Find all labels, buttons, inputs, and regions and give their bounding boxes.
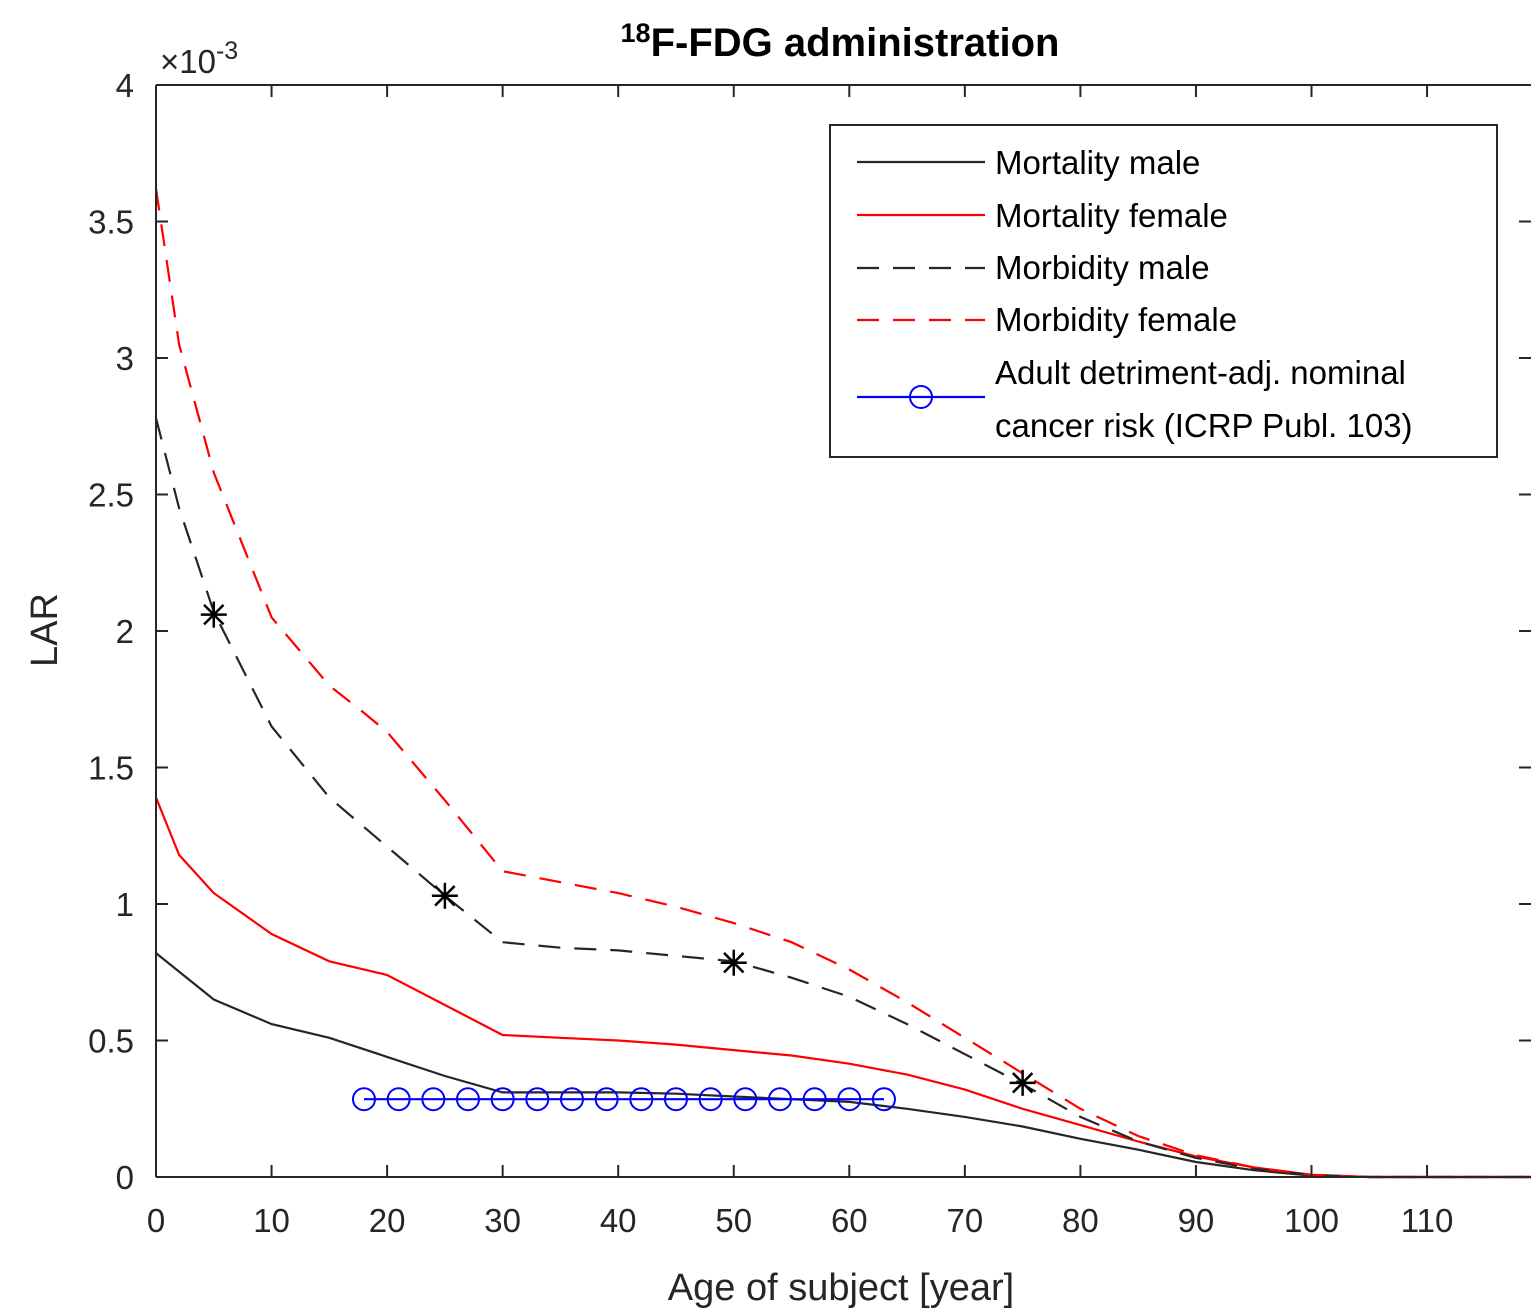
title-superscript: 18 [621, 18, 651, 48]
star-stroke-3 [1011, 1072, 1034, 1094]
series-line-0 [155, 952, 1531, 1179]
x-tick-label: 100 [1284, 1202, 1339, 1239]
star-marker [1009, 1069, 1036, 1096]
legend-label-icrp-line1: Adult detriment-adj. nominal [995, 354, 1406, 391]
x-tick-label: 70 [946, 1202, 983, 1239]
marker-point-14 [837, 1087, 862, 1112]
marker-point-7 [594, 1087, 619, 1112]
x-tick-label: 60 [831, 1202, 868, 1239]
y-exponent-base: ×10 [160, 43, 216, 80]
y-tick-label: 1 [116, 886, 134, 923]
marker-point-11 [733, 1087, 758, 1112]
marker-point-3 [455, 1087, 480, 1112]
y-tick-label: 2.5 [88, 477, 134, 514]
y-tick-label: 3 [116, 340, 134, 377]
y-tick-label: 2 [116, 613, 134, 650]
marker-point-12 [767, 1087, 792, 1112]
y-tick-label: 0.5 [88, 1023, 134, 1060]
legend-label-mortality-male: Mortality male [995, 144, 1200, 181]
series-line-3 [154, 188, 1531, 1179]
x-tick-label: 40 [600, 1202, 637, 1239]
legend-label-icrp-line2: cancer risk (ICRP Publ. 103) [995, 407, 1413, 444]
marker-point-0 [351, 1087, 376, 1112]
x-tick-label: 30 [484, 1202, 521, 1239]
marker-point-13 [802, 1087, 827, 1112]
marker-point-15 [871, 1087, 896, 1112]
legend-swatch-marker [909, 385, 933, 409]
series-line-2 [154, 417, 1531, 1179]
star-stroke-3 [203, 603, 225, 626]
star-stroke-3 [723, 952, 745, 974]
x-tick-label: 0 [147, 1202, 165, 1239]
y-tick-label: 1.5 [88, 750, 134, 787]
marker-point-2 [421, 1087, 446, 1112]
legend-label-mortality-female: Mortality female [995, 197, 1228, 234]
marker-point-10 [698, 1087, 723, 1112]
axes-layer: 0 10 20 30 40 50 60 70 80 90 100 110 0 0.5 1 1.5 2 2.5 3 3.… [88, 67, 1531, 1239]
marker-point-5 [525, 1087, 550, 1112]
x-tick-label: 80 [1062, 1202, 1099, 1239]
marker-point-4 [490, 1087, 515, 1112]
legend-label-morbidity-female: Morbidity female [995, 301, 1237, 338]
star-marker [200, 601, 227, 628]
title-main: F-FDG administration [651, 21, 1060, 65]
x-tick-label: 90 [1178, 1202, 1215, 1239]
legend-swatches [857, 160, 985, 409]
y-axis-exponent: ×10-3 [160, 37, 238, 80]
y-exponent-power: -3 [216, 37, 238, 65]
series-layer [154, 188, 1531, 1179]
marker-point-8 [629, 1087, 654, 1112]
y-axis-label: LAR [24, 593, 66, 667]
marker-point-9 [663, 1087, 688, 1112]
chart-title: 18F-FDG administration [621, 18, 1060, 65]
marker-point-1 [386, 1087, 411, 1112]
legend-label-morbidity-male: Morbidity male [995, 249, 1210, 286]
star-marker [720, 949, 747, 976]
legend-box [829, 124, 1498, 458]
x-tick-label: 110 [1401, 1202, 1454, 1239]
star-stroke-3 [434, 885, 456, 907]
y-tick-label: 3.5 [88, 204, 134, 241]
legend: Mortality male Mortality female Morbidit… [829, 124, 1498, 458]
y-tick-label: 0 [116, 1159, 134, 1196]
y-tick-label: 4 [116, 67, 134, 104]
marker-point-6 [559, 1087, 584, 1112]
x-tick-label: 10 [253, 1202, 290, 1239]
x-tick-label: 20 [369, 1202, 406, 1239]
star-marker [431, 882, 458, 909]
x-axis-label: Age of subject [year] [668, 1267, 1014, 1309]
x-tick-label: 50 [715, 1202, 752, 1239]
